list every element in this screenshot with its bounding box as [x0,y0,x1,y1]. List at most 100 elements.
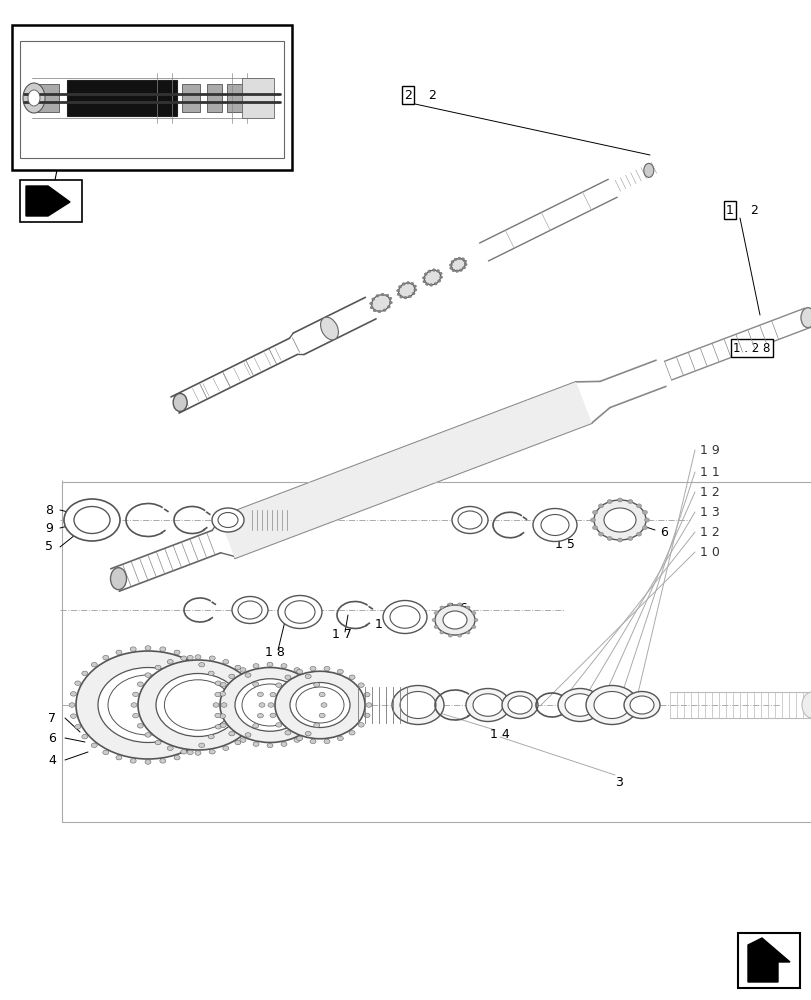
Ellipse shape [240,738,246,742]
Ellipse shape [389,606,419,628]
Ellipse shape [564,694,594,716]
Ellipse shape [155,740,161,745]
Ellipse shape [457,257,461,260]
Ellipse shape [636,532,641,536]
Text: 1 8: 1 8 [264,646,285,660]
Ellipse shape [275,671,365,739]
Ellipse shape [366,703,371,707]
Ellipse shape [324,739,329,744]
Ellipse shape [449,267,453,269]
Ellipse shape [397,293,400,296]
Ellipse shape [592,526,597,530]
Text: 1 7: 1 7 [332,628,351,642]
Text: 6: 6 [659,526,667,540]
Polygon shape [26,186,70,216]
Ellipse shape [358,723,364,727]
Text: 2: 2 [404,89,411,102]
Ellipse shape [212,703,219,707]
Ellipse shape [452,269,454,272]
Ellipse shape [145,646,151,650]
Bar [227,84,247,112]
Text: 1 . 2 8: 1 . 2 8 [732,342,770,355]
Ellipse shape [403,296,406,299]
Ellipse shape [371,295,390,311]
Ellipse shape [457,511,482,529]
Ellipse shape [296,736,303,741]
Ellipse shape [276,683,281,687]
Ellipse shape [253,664,259,668]
Text: 9: 9 [45,522,53,534]
Ellipse shape [215,692,221,697]
Polygon shape [219,382,591,558]
Ellipse shape [98,668,198,742]
Ellipse shape [221,703,227,707]
Ellipse shape [383,600,427,634]
Ellipse shape [174,755,180,760]
Ellipse shape [369,302,372,305]
Ellipse shape [434,625,437,628]
Ellipse shape [423,273,427,275]
Ellipse shape [82,734,88,739]
Ellipse shape [464,263,466,266]
Text: 4: 4 [48,754,56,766]
Ellipse shape [103,655,109,660]
Ellipse shape [434,612,438,615]
Ellipse shape [82,671,88,676]
Ellipse shape [455,270,458,272]
Ellipse shape [234,665,241,670]
Ellipse shape [313,723,320,727]
Ellipse shape [425,283,428,285]
Ellipse shape [208,671,214,676]
Ellipse shape [294,738,299,742]
Ellipse shape [644,518,649,522]
Ellipse shape [594,692,629,718]
Ellipse shape [319,713,324,718]
Ellipse shape [285,675,290,679]
Ellipse shape [392,686,444,724]
Ellipse shape [199,743,204,748]
Ellipse shape [76,651,220,759]
Ellipse shape [457,634,461,637]
Ellipse shape [508,696,531,714]
Ellipse shape [268,703,273,707]
Bar [20,41,284,158]
Ellipse shape [276,723,281,727]
Ellipse shape [240,668,246,672]
Ellipse shape [592,510,597,514]
Ellipse shape [281,664,286,668]
Ellipse shape [267,662,272,667]
Ellipse shape [642,526,646,530]
Ellipse shape [209,656,215,660]
Text: 5: 5 [45,540,53,554]
Ellipse shape [434,283,436,285]
Ellipse shape [471,612,475,615]
Ellipse shape [440,631,444,634]
Ellipse shape [167,746,173,750]
Ellipse shape [173,393,187,411]
Ellipse shape [131,703,137,707]
Ellipse shape [443,611,466,629]
Ellipse shape [436,270,439,272]
Ellipse shape [377,310,380,313]
Ellipse shape [234,679,305,731]
Ellipse shape [400,692,436,718]
Ellipse shape [623,692,659,718]
Ellipse shape [380,293,384,296]
Ellipse shape [607,500,611,504]
Ellipse shape [116,650,122,655]
Ellipse shape [137,682,144,686]
Ellipse shape [466,688,509,721]
Ellipse shape [471,625,475,628]
Ellipse shape [285,601,315,623]
Bar [182,84,200,112]
Ellipse shape [501,692,538,718]
Ellipse shape [234,740,241,745]
Ellipse shape [108,675,188,735]
Text: 1 1: 1 1 [699,466,719,479]
Ellipse shape [257,713,263,718]
Ellipse shape [427,270,431,272]
Ellipse shape [414,289,416,291]
Ellipse shape [160,759,165,763]
Ellipse shape [281,742,286,746]
Ellipse shape [28,90,40,106]
